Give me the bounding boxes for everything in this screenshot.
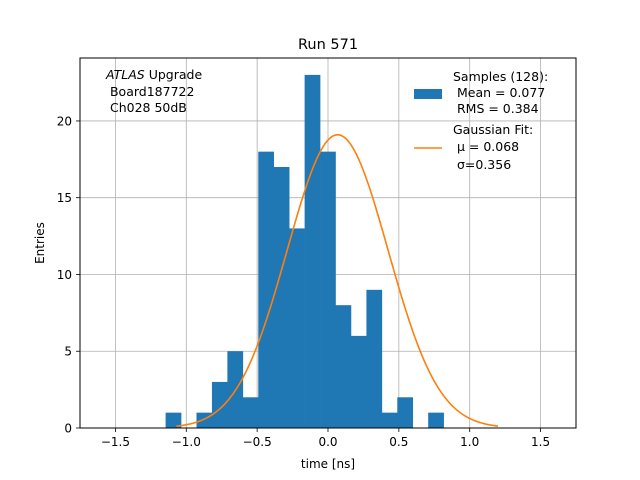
y-axis-label: Entries <box>33 222 47 264</box>
histogram-bar <box>196 412 213 428</box>
legend-sigma-label: σ=0.356 <box>453 157 511 172</box>
histogram-bar <box>335 305 352 428</box>
y-tick-label: 15 <box>57 191 72 205</box>
histogram-bar <box>304 74 321 428</box>
board-label: Board187722 <box>106 84 194 99</box>
legend-mean-label: Mean = 0.077 <box>453 85 545 100</box>
histogram-bar <box>397 397 414 428</box>
annotation-text: ATLAS Upgrade Board187722 Ch028 50dB <box>105 67 202 115</box>
gaussian-fit-curve <box>176 133 499 428</box>
x-tick-label: 0.0 <box>318 435 337 449</box>
x-tick-label: 1.0 <box>460 435 479 449</box>
bars-layer <box>165 74 444 428</box>
histogram-bar <box>381 412 398 428</box>
x-tick-label: −0.5 <box>243 435 272 449</box>
histogram-bar <box>273 167 290 428</box>
y-tick-label: 20 <box>57 114 72 128</box>
legend-rms-label: RMS = 0.384 <box>453 101 539 116</box>
y-tick-label: 0 <box>64 422 72 436</box>
svg-text:ATLAS Upgrade: ATLAS Upgrade <box>105 67 202 82</box>
x-axis-label: time [ns] <box>301 457 355 471</box>
atlas-label: ATLAS <box>105 67 145 82</box>
histogram-bar <box>428 412 444 428</box>
legend-mu-label: μ = 0.068 <box>453 139 519 154</box>
histogram-bar <box>289 228 305 428</box>
histogram-bar <box>165 412 182 428</box>
fit-layer <box>176 133 499 428</box>
histogram-bar <box>211 381 228 428</box>
y-tick-label: 10 <box>57 268 72 282</box>
y-axis-ticks: 0 5 10 15 20 <box>57 114 80 436</box>
legend-fit-label: Gaussian Fit: <box>453 122 533 137</box>
x-tick-label: 0.5 <box>389 435 408 449</box>
histogram-bar <box>258 151 275 428</box>
histogram-bar <box>242 397 259 428</box>
histogram-bar <box>320 151 336 428</box>
x-tick-label: −1.5 <box>101 435 130 449</box>
legend-histogram-patch <box>414 89 442 99</box>
legend: Samples (128): Mean = 0.077 RMS = 0.384 … <box>414 69 548 172</box>
x-tick-label: 1.5 <box>531 435 550 449</box>
x-tick-label: −1.0 <box>172 435 201 449</box>
chart-title: Run 571 <box>298 37 358 53</box>
histogram-bar <box>350 335 367 428</box>
y-tick-label: 5 <box>64 345 72 359</box>
legend-samples-label: Samples (128): <box>453 69 548 84</box>
upgrade-label: Upgrade <box>145 67 203 82</box>
channel-label: Ch028 50dB <box>106 100 187 115</box>
histogram-bar <box>366 289 383 428</box>
x-axis-ticks: −1.5 −1.0 −0.5 0.0 0.5 1.0 1.5 <box>101 428 550 449</box>
